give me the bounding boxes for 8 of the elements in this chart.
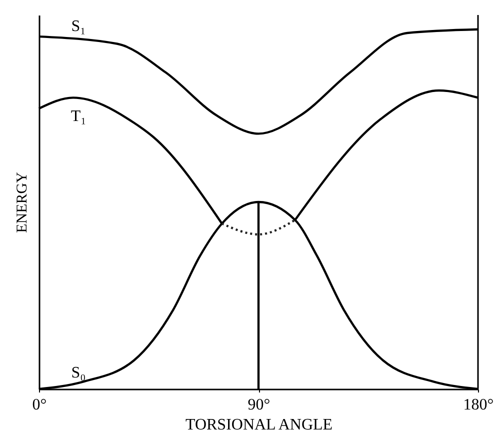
x-tick-label: 180° [463,396,494,414]
y-axis-title: ENERGY [14,172,30,233]
series-label: S₀ [71,364,86,382]
series-label: T₁ [70,108,86,125]
x-tick-label: 90° [248,396,270,414]
series-label: S₁ [71,18,86,36]
x-axis-title: TORSIONAL ANGLE [185,416,333,434]
x-tick-label: 0° [32,396,47,414]
